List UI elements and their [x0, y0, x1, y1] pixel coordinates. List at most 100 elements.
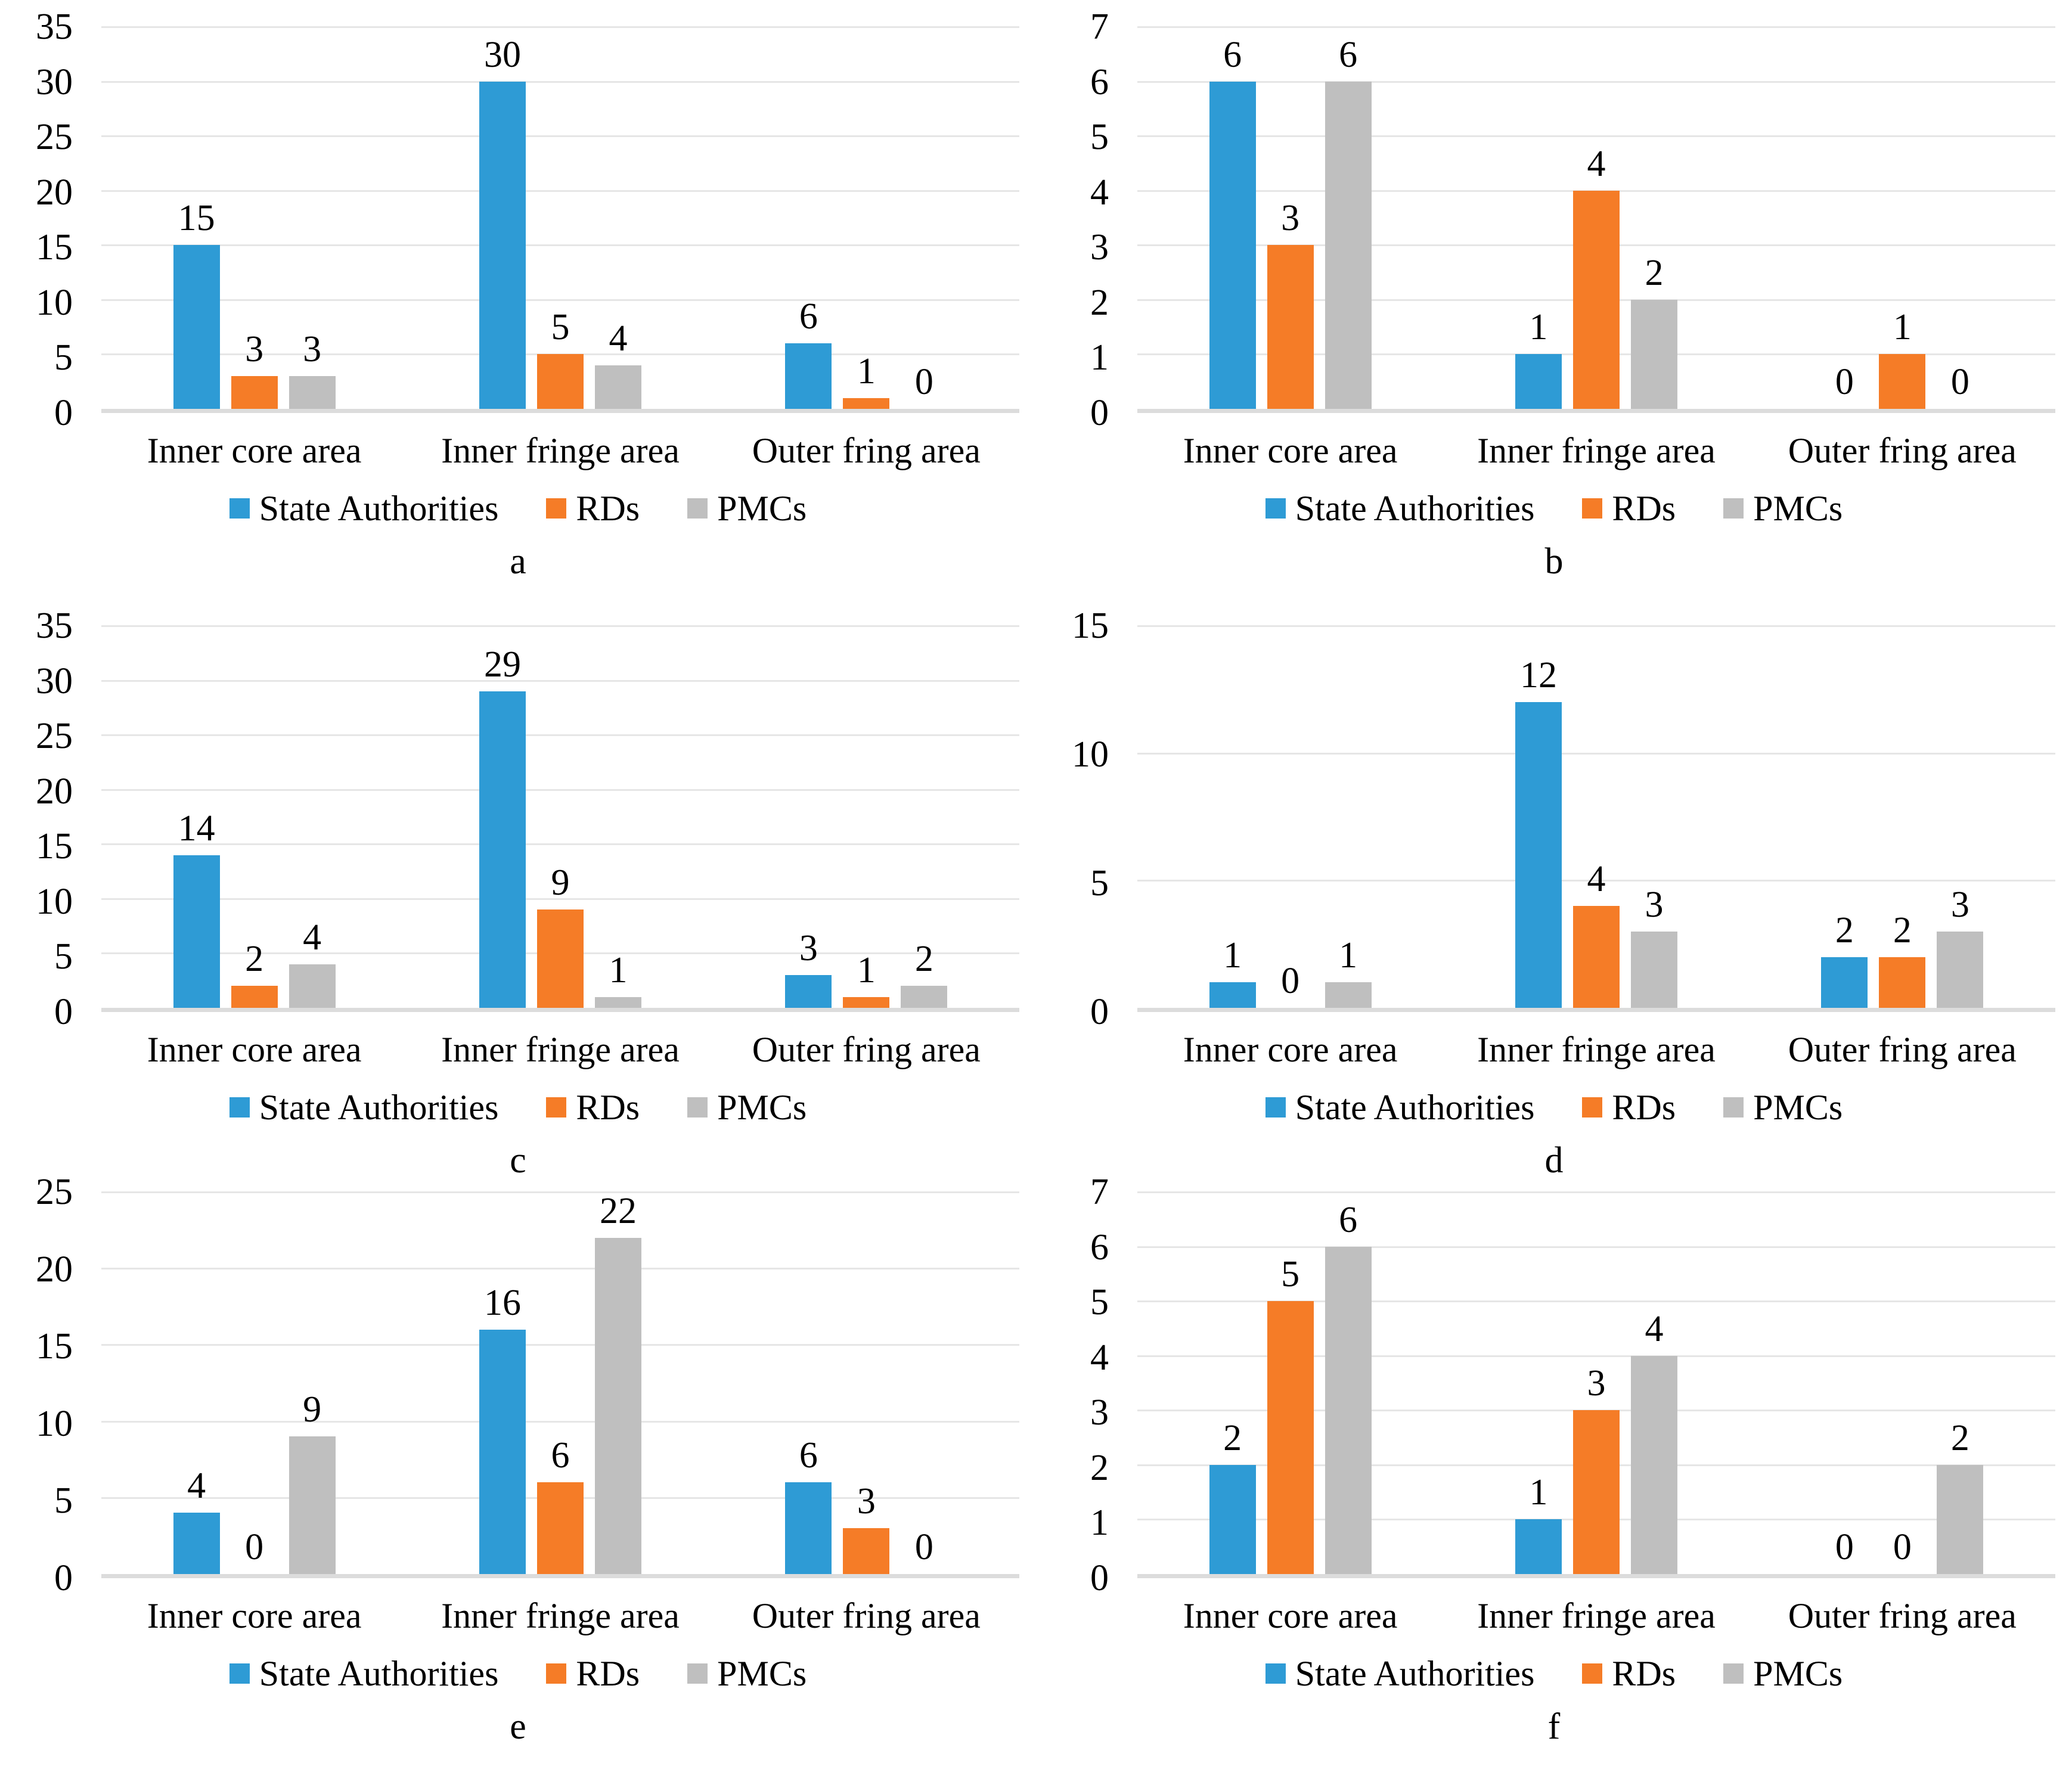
- legend-swatch-pmcs: [1723, 1663, 1744, 1684]
- legend-label: RDs: [576, 489, 640, 528]
- y-tick-label: 20: [36, 771, 73, 812]
- bar-rds-inner-core-area: 2: [231, 940, 278, 1008]
- bar-groups: 15 3 3 30 5 4 6 1 0: [101, 27, 1019, 409]
- bar-value-label: 6: [1223, 34, 1242, 75]
- bar-pmcs-inner-fringe-area: 4: [1630, 1311, 1677, 1574]
- bar-pmcs-inner-core-area: 6: [1325, 1202, 1372, 1574]
- bar-value-label: 9: [551, 862, 570, 904]
- legend: State Authorities RDs PMCs: [0, 1656, 1036, 1691]
- bar-state-authorities-inner-core-area: 14: [173, 810, 220, 1008]
- bar-value-label: 2: [245, 939, 264, 980]
- legend-item-state-authorities: State Authorities: [229, 1656, 498, 1691]
- y-tick-label: 30: [36, 61, 73, 103]
- legend-swatch-state-authorities: [1265, 1097, 1286, 1118]
- gridline: [101, 299, 1019, 301]
- bar-pmcs-inner-fringe-area: 22: [594, 1193, 641, 1574]
- legend-label: State Authorities: [1295, 1088, 1535, 1127]
- legend-item-rds: RDs: [1582, 1656, 1676, 1691]
- subfigure-caption: d: [1544, 1140, 1564, 1181]
- x-category-label: Inner core area: [147, 431, 362, 470]
- bar-value-label: 16: [483, 1282, 521, 1323]
- legend-label: State Authorities: [1295, 489, 1535, 528]
- bar-state-authorities-inner-core-area: 2: [1209, 1420, 1256, 1574]
- bar-state-authorities-outer-fring-area: 6: [785, 1437, 832, 1574]
- bar-pmcs-inner-core-area: 3: [289, 331, 336, 409]
- bar-pmcs-inner-fringe-area: 4: [594, 320, 641, 409]
- plot-area: 15 3 3 30 5 4 6 1 0: [101, 26, 1019, 413]
- bar-rds-inner-fringe-area: 6: [536, 1437, 584, 1574]
- chart-e: 25 20 15 10 5 0 4 0 9 16 6 22 6 3 0 Inner core area In…: [0, 1174, 1036, 1788]
- bar-value-label: 3: [799, 928, 818, 969]
- bar-pmcs-inner-fringe-area: 1: [594, 952, 641, 1008]
- bar-pmcs-outer-fring-area: 2: [1937, 1420, 1984, 1574]
- y-axis: 35 30 25 20 15 10 5 0: [0, 8, 101, 432]
- bar-value-label: 1: [1529, 1472, 1548, 1513]
- gridline: [101, 80, 1019, 83]
- plot-row: 25 20 15 10 5 0 4 0 9 16 6 22 6 3 0: [0, 1174, 1036, 1597]
- y-tick-label: 2: [1090, 1447, 1109, 1488]
- legend-swatch-rds: [1582, 1663, 1603, 1684]
- bar-state-authorities-inner-fringe-area: 29: [479, 646, 526, 1008]
- y-tick-label: 5: [1090, 117, 1109, 158]
- gridline: [1137, 26, 2055, 28]
- bar-rds-outer-fring-area: 1: [843, 952, 890, 1008]
- bar-rds-inner-core-area: 5: [1267, 1256, 1314, 1574]
- legend-item-rds: RDs: [546, 1089, 640, 1125]
- bar-state-authorities-inner-fringe-area: 16: [479, 1284, 526, 1574]
- legend: State Authorities RDs PMCs: [0, 491, 1036, 526]
- gridline: [1137, 80, 2055, 83]
- y-tick-label: 0: [54, 1558, 73, 1598]
- bar-pmcs-inner-core-area: 9: [289, 1391, 336, 1574]
- legend-swatch-state-authorities: [229, 1097, 250, 1118]
- y-tick-label: 35: [36, 606, 73, 646]
- y-tick-label: 25: [36, 117, 73, 158]
- bar-value-label: 12: [1519, 655, 1557, 696]
- bar-value-label: 4: [1587, 143, 1606, 184]
- x-axis-labels: Inner core area Inner fringe area Outer fr…: [101, 1596, 1019, 1635]
- legend-item-pmcs: PMCs: [1723, 1656, 1843, 1691]
- bar-value-label: 9: [303, 1389, 322, 1430]
- legend-item-state-authorities: State Authorities: [1265, 1656, 1534, 1691]
- bar-state-authorities-inner-core-area: 6: [1209, 36, 1256, 409]
- bar-rds-outer-fring-area: 2: [1879, 912, 1926, 1008]
- bar-value-label: 3: [1281, 198, 1300, 239]
- legend: State Authorities RDs PMCs: [1036, 1656, 2072, 1691]
- bar-state-authorities-outer-fring-area: 6: [785, 298, 832, 409]
- gridline: [101, 843, 1019, 846]
- bar-pmcs-inner-core-area: 1: [1325, 937, 1372, 1008]
- legend-swatch-pmcs: [1723, 1097, 1744, 1118]
- bar-value-label: 4: [1645, 1308, 1664, 1349]
- gridline: [101, 1344, 1019, 1346]
- chart-d: 15 10 5 0 1 0 1 12 4 3 2 2 3 Inner core area Inner f…: [1036, 607, 2072, 1183]
- bar-value-label: 0: [245, 1527, 264, 1567]
- y-tick-label: 0: [54, 393, 73, 433]
- gridline: [101, 1268, 1019, 1270]
- bar-value-label: 0: [1950, 362, 1969, 402]
- bar-value-label: 6: [799, 296, 818, 337]
- subfigure-caption: a: [510, 541, 526, 582]
- category-group-inner-fringe-area: 1 4 2: [1443, 27, 1749, 409]
- legend-item-rds: RDs: [1582, 491, 1676, 526]
- bar-value-label: 4: [303, 917, 322, 958]
- y-tick-label: 7: [1090, 1172, 1109, 1212]
- y-axis: 35 30 25 20 15 10 5 0: [0, 607, 101, 1030]
- bar-state-authorities-outer-fring-area: 2: [1821, 912, 1868, 1008]
- bar-state-authorities-inner-fringe-area: 12: [1515, 657, 1562, 1008]
- bar-value-label: 2: [1893, 909, 1912, 951]
- bar-value-label: 5: [1281, 1254, 1300, 1295]
- bar-value-label: 4: [609, 318, 628, 359]
- bar-rds-inner-fringe-area: 3: [1572, 1365, 1620, 1574]
- plot-area: 4 0 9 16 6 22 6 3 0: [101, 1191, 1019, 1578]
- bar-value-label: 1: [609, 949, 628, 991]
- gridline: [101, 898, 1019, 900]
- x-category-label: Outer fring area: [752, 431, 981, 470]
- bar-value-label: 1: [857, 949, 876, 991]
- bar-value-label: 2: [914, 939, 933, 980]
- legend-item-rds: RDs: [1582, 1089, 1676, 1125]
- x-category-label: Inner fringe area: [441, 1596, 680, 1635]
- bar-value-label: 3: [857, 1481, 876, 1522]
